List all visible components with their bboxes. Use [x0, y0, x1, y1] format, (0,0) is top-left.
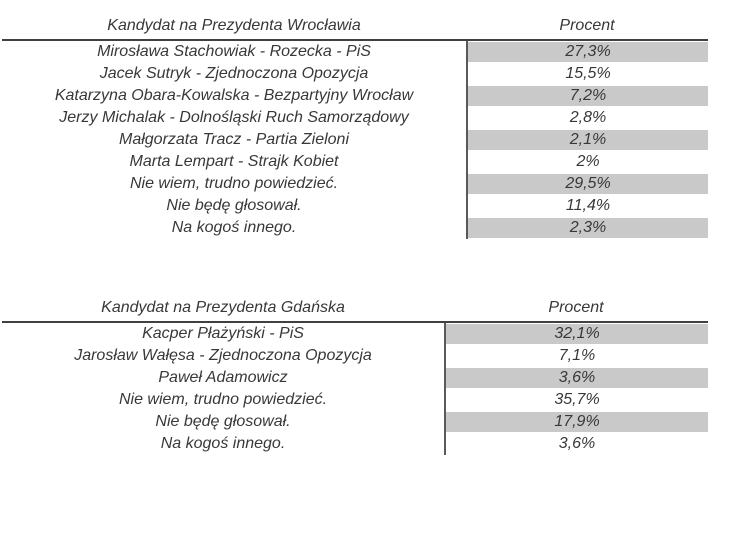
wroclaw-poll-table: Kandydat na Prezydenta Wrocławia Procent…: [2, 0, 708, 239]
table-body: Kacper Płażyński - PiS 32,1% Jarosław Wałę…: [2, 323, 708, 455]
table-body: Mirosława Stachowiak - Rozecka - PiS 27,3…: [2, 41, 708, 239]
candidate-cell: Marta Lempart - Strajk Kobiet: [129, 153, 339, 170]
candidate-cell: Na kogoś innego.: [160, 435, 286, 452]
table-row: Katarzyna Obara-Kowalska - Bezpartyjny W…: [2, 85, 708, 107]
table-row: Paweł Adamowicz 3,6%: [2, 367, 708, 389]
percent-cell: 7,1%: [444, 345, 708, 367]
percent-cell: 7,2%: [466, 85, 708, 107]
candidate-cell: Nie będę głosował.: [166, 197, 302, 214]
table-row: Jarosław Wałęsa - Zjednoczona Opozycja 7,…: [2, 345, 708, 367]
percent-column-header: Procent: [559, 17, 615, 34]
table-row: Na kogoś innego. 3,6%: [2, 433, 708, 455]
table-header-row: Kandydat na Prezydenta Gdańska Procent: [2, 295, 708, 323]
table-row: Jacek Sutryk - Zjednoczona Opozycja 15,5%: [2, 63, 708, 85]
percent-cell: 29,5%: [466, 173, 708, 195]
candidate-cell: Jacek Sutryk - Zjednoczona Opozycja: [99, 65, 369, 82]
table-row: Nie będę głosował. 17,9%: [2, 411, 708, 433]
percent-cell: 2,3%: [466, 217, 708, 239]
table-row: Na kogoś innego. 2,3%: [2, 217, 708, 239]
percent-cell: 17,9%: [444, 411, 708, 433]
percent-cell: 11,4%: [466, 195, 708, 217]
table-row: Nie będę głosował. 11,4%: [2, 195, 708, 217]
percent-cell: 32,1%: [444, 323, 708, 345]
table-row: Nie wiem, trudno powiedzieć. 35,7%: [2, 389, 708, 411]
candidate-cell: Jerzy Michalak - Dolnośląski Ruch Samorz…: [59, 109, 409, 126]
gdansk-poll-table: Kandydat na Prezydenta Gdańska Procent K…: [2, 295, 708, 455]
table-header-row: Kandydat na Prezydenta Wrocławia Procent: [2, 13, 708, 41]
candidate-cell: Małgorzata Tracz - Partia Zieloni: [119, 131, 349, 148]
candidate-cell: Na kogoś innego.: [171, 219, 297, 236]
table-row: Jerzy Michalak - Dolnośląski Ruch Samorz…: [2, 107, 708, 129]
candidate-cell: Mirosława Stachowiak - Rozecka - PiS: [97, 43, 371, 60]
percent-cell: 27,3%: [466, 41, 708, 63]
candidate-column-header: Kandydat na Prezydenta Gdańska: [101, 299, 345, 316]
percent-cell: 35,7%: [444, 389, 708, 411]
candidate-column-header: Kandydat na Prezydenta Wrocławia: [107, 17, 361, 34]
candidate-cell: Nie wiem, trudno powiedzieć.: [118, 391, 328, 408]
percent-cell: 2,8%: [466, 107, 708, 129]
candidate-cell: Nie będę głosował.: [155, 413, 291, 430]
percent-column-header: Procent: [548, 299, 604, 316]
candidate-cell: Katarzyna Obara-Kowalska - Bezpartyjny W…: [54, 87, 414, 104]
table-row: Kacper Płażyński - PiS 32,1%: [2, 323, 708, 345]
table-row: Nie wiem, trudno powiedzieć. 29,5%: [2, 173, 708, 195]
candidate-cell: Kacper Płażyński - PiS: [142, 325, 304, 342]
table-row: Marta Lempart - Strajk Kobiet 2%: [2, 151, 708, 173]
percent-cell: 2%: [466, 151, 708, 173]
percent-cell: 15,5%: [466, 63, 708, 85]
percent-cell: 3,6%: [444, 367, 708, 389]
candidate-cell: Jarosław Wałęsa - Zjednoczona Opozycja: [74, 347, 372, 364]
percent-cell: 3,6%: [444, 433, 708, 455]
candidate-cell: Paweł Adamowicz: [158, 369, 288, 386]
percent-cell: 2,1%: [466, 129, 708, 151]
candidate-cell: Nie wiem, trudno powiedzieć.: [129, 175, 339, 192]
table-row: Mirosława Stachowiak - Rozecka - PiS 27,3…: [2, 41, 708, 63]
table-row: Małgorzata Tracz - Partia Zieloni 2,1%: [2, 129, 708, 151]
